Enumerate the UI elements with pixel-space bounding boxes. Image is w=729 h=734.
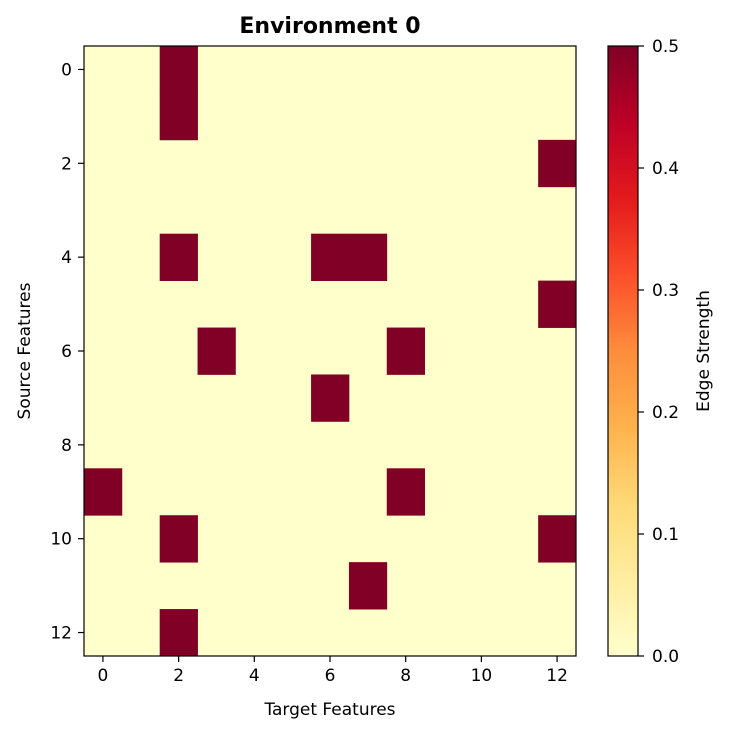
heatmap-cell <box>159 233 198 282</box>
x-axis: 0 2 4 6 8 10 12 <box>98 656 568 686</box>
y-axis: 0 2 4 6 8 10 12 <box>50 60 84 644</box>
x-tick-label: 6 <box>325 666 336 686</box>
colorbar-label: Edge Strength <box>694 290 714 412</box>
heatmap-cell <box>538 139 577 188</box>
heatmap-background <box>84 46 576 656</box>
y-tick-label: 12 <box>50 624 72 644</box>
heatmap-cell <box>348 562 388 610</box>
colorbar-tick-label: 0.1 <box>652 525 679 545</box>
heatmap-cell <box>159 609 198 657</box>
x-tick-label: 8 <box>400 666 411 686</box>
x-tick-label: 10 <box>471 666 493 686</box>
colorbar-tick-label: 0.4 <box>652 159 679 179</box>
heatmap-cell <box>197 327 236 375</box>
y-tick-label: 4 <box>61 248 72 268</box>
heatmap-cell <box>311 233 350 282</box>
y-tick-label: 2 <box>61 154 72 174</box>
chart-title: Environment 0 <box>239 14 420 39</box>
heatmap-cell <box>311 374 350 422</box>
y-tick-label: 6 <box>61 342 72 362</box>
colorbar-tick-label: 0.2 <box>652 403 679 423</box>
heatmap-cell <box>538 515 577 563</box>
x-tick-label: 12 <box>546 666 568 686</box>
y-tick-label: 8 <box>61 436 72 456</box>
y-axis-label: Source Features <box>15 282 35 419</box>
x-tick-label: 0 <box>98 666 109 686</box>
colorbar-tick-label: 0.0 <box>652 647 679 667</box>
colorbar-gradient <box>607 45 639 657</box>
plot-area <box>83 45 577 657</box>
colorbar-axis: 0.0 0.1 0.2 0.3 0.4 0.5 <box>638 37 679 667</box>
colorbar <box>607 45 639 657</box>
x-tick-label: 4 <box>249 666 260 686</box>
y-tick-label: 10 <box>50 530 72 550</box>
heatmap-cell <box>159 46 198 94</box>
heatmap-cell <box>386 468 426 516</box>
x-axis-label: Target Features <box>263 700 395 720</box>
y-tick-label: 0 <box>61 60 72 80</box>
heatmap-cell <box>84 468 123 516</box>
heatmap-cell <box>159 92 198 141</box>
heatmap-cell <box>159 515 198 563</box>
heatmap-cell <box>538 280 577 328</box>
colorbar-tick-label: 0.3 <box>652 281 679 301</box>
heatmap-cell <box>386 327 426 375</box>
x-tick-label: 2 <box>173 666 184 686</box>
heatmap-cell <box>348 233 388 282</box>
colorbar-tick-label: 0.5 <box>652 37 679 57</box>
